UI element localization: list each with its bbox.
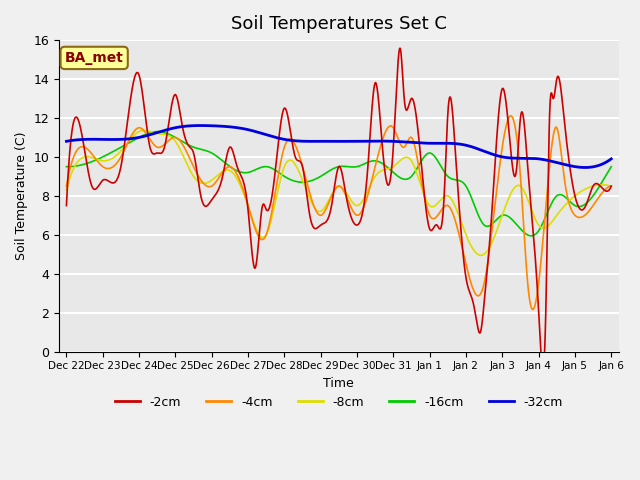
Legend: -2cm, -4cm, -8cm, -16cm, -32cm: -2cm, -4cm, -8cm, -16cm, -32cm: [109, 391, 568, 414]
X-axis label: Time: Time: [323, 377, 354, 390]
Y-axis label: Soil Temperature (C): Soil Temperature (C): [15, 132, 28, 260]
Title: Soil Temperatures Set C: Soil Temperatures Set C: [231, 15, 447, 33]
Text: BA_met: BA_met: [65, 51, 124, 65]
